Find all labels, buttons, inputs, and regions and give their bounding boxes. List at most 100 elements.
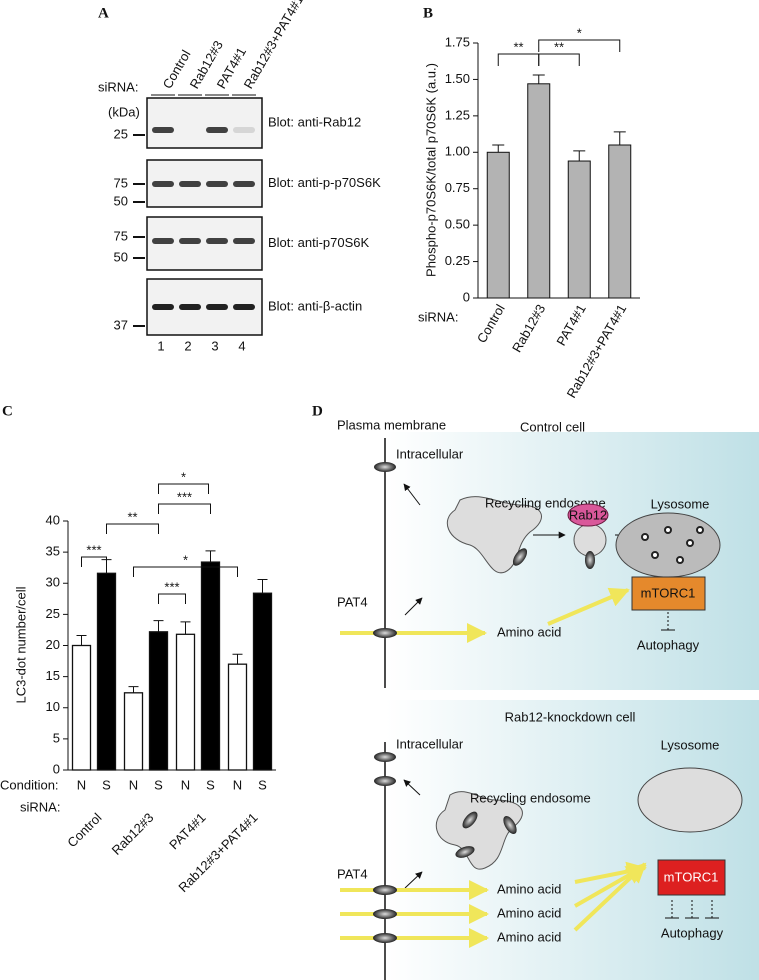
error-bar <box>128 686 139 693</box>
y-tick-label: 1.00 <box>445 144 470 159</box>
error-bar <box>205 550 216 563</box>
error-bar <box>76 635 87 646</box>
band <box>152 181 174 187</box>
lysosome-label: Lysosome <box>661 737 720 752</box>
y-tick-label: 15 <box>46 668 60 683</box>
bar <box>71 644 92 771</box>
amino-acid-label: Amino acid <box>497 929 561 944</box>
x-tick-label: PAT4#1 <box>166 810 208 852</box>
pat4-label: PAT4 <box>337 594 368 609</box>
x-tick-label: Rab12#3 <box>509 302 548 355</box>
band <box>233 304 255 310</box>
y-axis-label: LC3-dot number/cell <box>13 586 28 703</box>
significance-label: *** <box>164 579 179 594</box>
panel-letter: D <box>312 403 323 419</box>
blot-label: Blot: anti-β-actin <box>268 298 362 313</box>
bar <box>608 144 632 299</box>
y-tick-label: 0.50 <box>445 217 470 232</box>
error-bar <box>257 579 268 594</box>
marker-label: 50 <box>114 249 128 264</box>
lane-number: 4 <box>238 338 245 353</box>
significance-label: ** <box>513 39 523 54</box>
y-tick-label: 10 <box>46 699 60 714</box>
bar <box>227 663 248 771</box>
significance-bracket <box>158 503 211 514</box>
y-tick-label: 40 <box>46 512 60 527</box>
arrow <box>403 483 421 506</box>
x-tick-label: Control <box>474 302 508 346</box>
panel-letter: A <box>98 5 109 21</box>
error-bar <box>180 621 191 635</box>
amino-acid-label: Amino acid <box>497 881 561 896</box>
mtorc1-label: mTORC1 <box>664 869 719 884</box>
band <box>206 304 228 310</box>
lane-number: 2 <box>184 338 191 353</box>
blot-label: Blot: anti-p-p70S6K <box>268 175 381 190</box>
error-bar <box>613 131 626 145</box>
marker-label: 37 <box>114 317 128 332</box>
arrow <box>403 779 421 796</box>
arrow <box>404 597 423 616</box>
transporter <box>512 548 528 566</box>
amino-acid-flow <box>573 862 647 932</box>
bar <box>200 561 221 771</box>
band <box>179 304 201 310</box>
transporter <box>373 933 397 943</box>
error-bar <box>573 150 586 162</box>
error-bar <box>492 144 505 153</box>
mtorc1-label: mTORC1 <box>641 585 696 600</box>
x-axis-label: siRNA: <box>418 309 458 324</box>
transporter <box>503 815 517 835</box>
significance-label: *** <box>177 489 192 504</box>
panel-a: A siRNA: (kDa) <box>98 5 140 119</box>
series-label: S <box>102 777 111 792</box>
intracellular-label: Intracellular <box>396 446 464 461</box>
error-bar <box>232 653 243 665</box>
y-tick-label: 5 <box>53 730 60 745</box>
significance-label: ** <box>554 39 564 54</box>
marker-label: 25 <box>114 126 128 141</box>
y-tick-label: 30 <box>46 575 60 590</box>
error-bar <box>532 74 545 84</box>
significance-label: *** <box>86 542 101 557</box>
intracellular-label: Intracellular <box>396 736 464 751</box>
lane-number: 1 <box>157 338 164 353</box>
band <box>206 127 228 133</box>
band <box>179 181 201 187</box>
arrow <box>404 871 423 889</box>
condition-label: Condition: <box>0 777 59 792</box>
band <box>206 181 228 187</box>
bar <box>486 151 510 299</box>
transporter <box>585 551 595 569</box>
marker-label: 75 <box>114 175 128 190</box>
lysosome <box>637 767 743 833</box>
lane-number: 3 <box>211 338 218 353</box>
series-label: N <box>129 777 138 792</box>
band <box>233 127 255 133</box>
membrane-label: Plasma membrane <box>337 417 446 432</box>
y-tick-label: 0 <box>463 289 470 304</box>
blot-label: Blot: anti-Rab12 <box>268 114 361 129</box>
rab12 <box>567 503 609 527</box>
inhibition <box>665 900 719 919</box>
x-axis-label: siRNA: <box>20 799 60 814</box>
bar <box>96 572 117 771</box>
significance-label: * <box>183 552 188 567</box>
series-label: N <box>181 777 190 792</box>
transporter <box>373 885 397 895</box>
endosome <box>435 791 523 870</box>
band <box>233 238 255 244</box>
lysosome-contents <box>641 526 704 564</box>
marker-label: 75 <box>114 228 128 243</box>
x-tick-label: PAT4#1 <box>553 302 589 349</box>
x-tick-label: Control <box>64 810 104 850</box>
transporter <box>374 462 396 472</box>
y-tick-label: 0.25 <box>445 253 470 268</box>
y-tick-label: 25 <box>46 606 60 621</box>
autophagy-label: Autophagy <box>661 925 724 940</box>
pat4-label: PAT4 <box>337 866 368 881</box>
bar <box>567 160 591 299</box>
rab12-label: Rab12 <box>569 507 607 522</box>
lane-label: Rab12#3+PAT4#1 <box>241 0 307 91</box>
y-tick-label: 20 <box>46 637 60 652</box>
